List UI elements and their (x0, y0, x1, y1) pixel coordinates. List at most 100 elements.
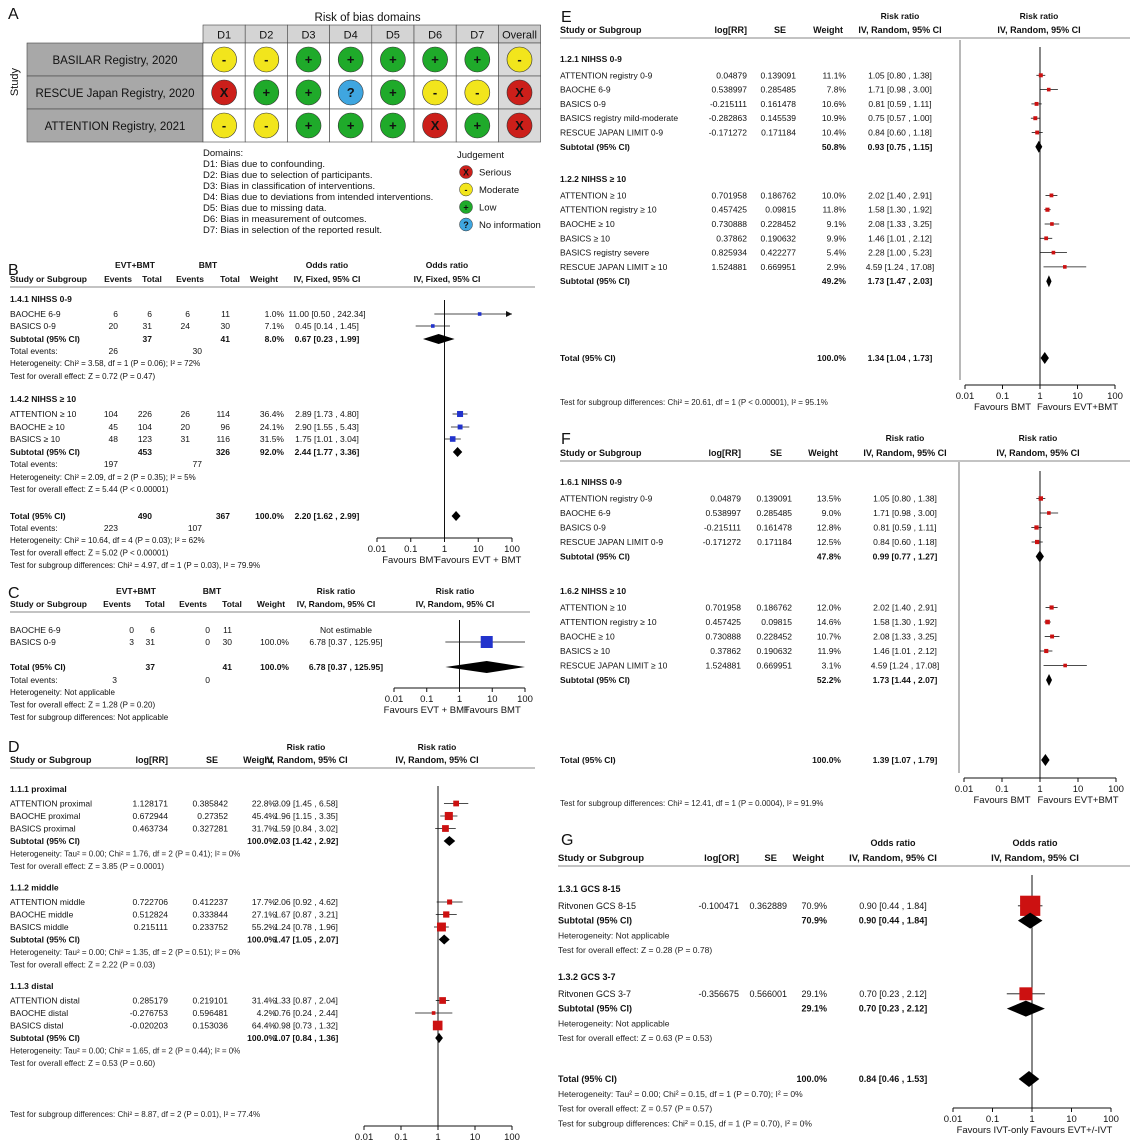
se-value: 0.596481 (193, 1008, 229, 1018)
judgement-dot (337, 46, 364, 73)
events-1: 20 (109, 321, 119, 331)
subtotal-diamond (443, 836, 456, 846)
subgroup-note: Test for overall effect: Z = 0.72 (P = 0… (10, 372, 155, 381)
domain-description: D3: Bias in classification of interventi… (203, 181, 375, 192)
subgroup-title: 1.2.2 NIHSS ≥ 10 (560, 174, 626, 184)
x-tick-label: 100 (504, 1132, 520, 1143)
method-header-plot: IV, Random, 95% CI (395, 755, 478, 765)
study-mark-point (447, 899, 453, 905)
weight: 10.7% (817, 632, 842, 642)
measure-header-plot: Risk ratio (1019, 433, 1058, 443)
weight: 13.5% (817, 494, 842, 504)
study-name: BAOCHE 6-9 (560, 508, 611, 518)
judgement-dot (380, 112, 406, 139)
panel-letter: A (8, 6, 19, 23)
se-value: 0.228452 (757, 632, 793, 642)
total-events-2: 107 (188, 523, 202, 533)
weight: 31.5% (260, 434, 285, 444)
study-mark-point (1063, 663, 1067, 668)
events-2: 6 (185, 309, 190, 319)
weight: 2.9% (827, 262, 847, 272)
subgroup-title: 1.4.1 NIHSS 0-9 (10, 294, 72, 304)
judgement-dot (337, 112, 364, 139)
method-header: IV, Random, 95% CI (858, 25, 941, 35)
favours-right-label: Favours BMT (464, 705, 521, 716)
subtotal-weight: 100.0% (247, 1033, 276, 1043)
study-mark-point (1020, 895, 1041, 916)
panel-letter: G (561, 832, 573, 849)
judgement-symbol: + (431, 52, 439, 67)
weight: 36.4% (260, 409, 285, 419)
judgement-dot (211, 112, 237, 139)
ci-text: Not estimable (320, 625, 372, 635)
logrr-value: -0.215111 (704, 523, 741, 533)
x-tick-label: 0.01 (955, 784, 974, 795)
overall-note: Heterogeneity: Chi² = 10.64, df = 4 (P =… (10, 536, 205, 545)
logrr-value: 0.04879 (710, 494, 741, 504)
judgement-symbol: X (515, 85, 524, 100)
study-name: BAOCHE proximal (10, 811, 80, 821)
judgement-symbol: X (515, 118, 524, 133)
overall-note: Test for subgroup differences: Chi² = 20… (560, 398, 828, 407)
judgement-dot (253, 79, 280, 106)
x-tick-label: 10 (1073, 784, 1084, 795)
se-value: 0.190632 (757, 646, 793, 656)
weight: 64.4% (252, 1021, 277, 1031)
study-name: BASICS 0-9 (10, 321, 56, 331)
method-header: IV, Random, 95% CI (297, 599, 376, 609)
subtotal-label: Subtotal (95% CI) (560, 675, 630, 685)
ci-text: 4.59 [1.24 , 17.08] (866, 262, 935, 272)
judgement-symbol: - (475, 85, 479, 100)
se-value: 0.139091 (761, 70, 797, 80)
subtotal-weight: 49.2% (822, 276, 847, 286)
favours-left-label: Favours BMT (974, 402, 1031, 413)
overall-note: Test for subgroup differences: Not appli… (10, 713, 169, 722)
ci-text: 1.71 [0.98 , 3.00] (868, 85, 932, 95)
weight-header: Weight (243, 755, 273, 765)
study-name: BASICS 0-9 (560, 523, 606, 533)
total-events-label: Total events: (10, 459, 58, 469)
total-n2: 41 (223, 662, 233, 672)
total-1: 123 (138, 434, 152, 444)
events-1: 3 (129, 637, 134, 647)
total-events-1: 197 (104, 459, 118, 469)
study-name: RESCUE Japan Registry, 2020 (36, 88, 195, 100)
total-ci: 1.39 [1.07 , 1.79] (873, 755, 938, 765)
study-name: ATTENTION distal (10, 996, 80, 1006)
weight: 55.2% (252, 922, 277, 932)
study-name: Ritvonen GCS 8-15 (558, 901, 636, 911)
study-mark-point (1034, 525, 1039, 530)
weight: 70.9% (801, 901, 827, 911)
panel-letter: D (8, 739, 20, 756)
subtotal-diamond (1046, 674, 1053, 686)
study-header: Study or Subgroup (10, 755, 92, 765)
total-ci: 1.34 [1.04 , 1.73] (868, 353, 933, 363)
column-header: Total (142, 274, 162, 284)
events-2: 0 (205, 625, 210, 635)
domain-description: D1: Bias due to confounding. (203, 159, 325, 170)
se-value: 0.186762 (757, 603, 793, 613)
study-mark-point (436, 922, 446, 932)
weight-header: Weight (808, 448, 838, 458)
weight: 3.1% (822, 661, 842, 671)
ci-text: 2.08 [1.33 , 3.25] (868, 219, 932, 229)
subtotal-weight: 100.0% (247, 836, 276, 846)
x-tick-label: 0.1 (995, 784, 1008, 795)
ci-text: 0.90 [0.44 , 1.84] (859, 901, 927, 911)
column-header: Events (179, 599, 207, 609)
logrr-value: 0.463734 (133, 824, 169, 834)
subtotal-ci: 1.73 [1.47 , 2.03] (868, 276, 933, 286)
subtotal-label: Subtotal (95% CI) (10, 1033, 80, 1043)
logrr-value: 0.730888 (706, 632, 742, 642)
judgement-symbol: - (222, 52, 226, 67)
group2-header: BMT (199, 260, 218, 270)
study-name: ATTENTION ≥ 10 (10, 409, 77, 419)
study-name: ATTENTION proximal (10, 799, 92, 809)
logrr-value: -0.100471 (698, 901, 739, 911)
subgroup-note: Heterogeneity: Chi² = 2.09, df = 2 (P = … (10, 473, 196, 482)
subgroup-note: Heterogeneity: Tau² = 0.00; Chi² = 1.35,… (10, 948, 240, 957)
study-mark-point (1019, 987, 1033, 1001)
logrr-header: log[RR] (136, 755, 169, 765)
study-mark-point (1050, 634, 1055, 639)
measure-header: Risk ratio (287, 742, 326, 752)
